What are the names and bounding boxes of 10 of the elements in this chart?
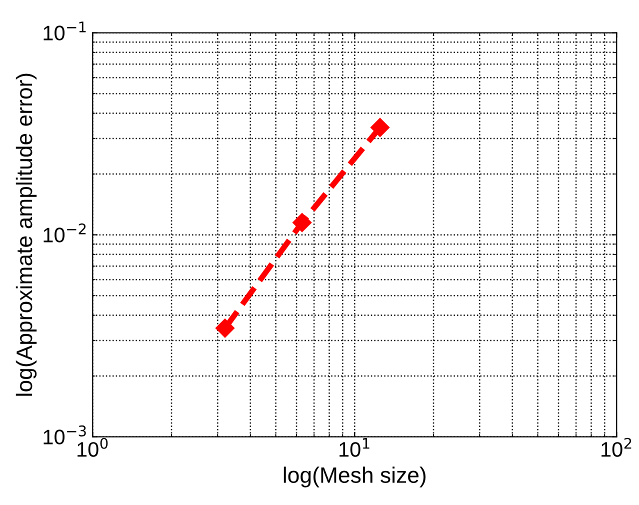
point [215, 318, 235, 338]
y-axis-title: log(Approximate amplitude error) [16, 74, 37, 396]
y-tick-label: 10$^{−2}$ [44, 223, 86, 242]
point [292, 213, 312, 232]
point [370, 118, 390, 137]
x-axis-title: log(Mesh size) [284, 466, 426, 488]
y-tick-label: 10$^{−1}$ [44, 22, 86, 40]
x-tick-label: 10$^{1}$ [340, 438, 370, 457]
x-tick-label: 10$^{2}$ [602, 438, 632, 457]
x-tick-label: 10$^{0}$ [78, 438, 108, 457]
